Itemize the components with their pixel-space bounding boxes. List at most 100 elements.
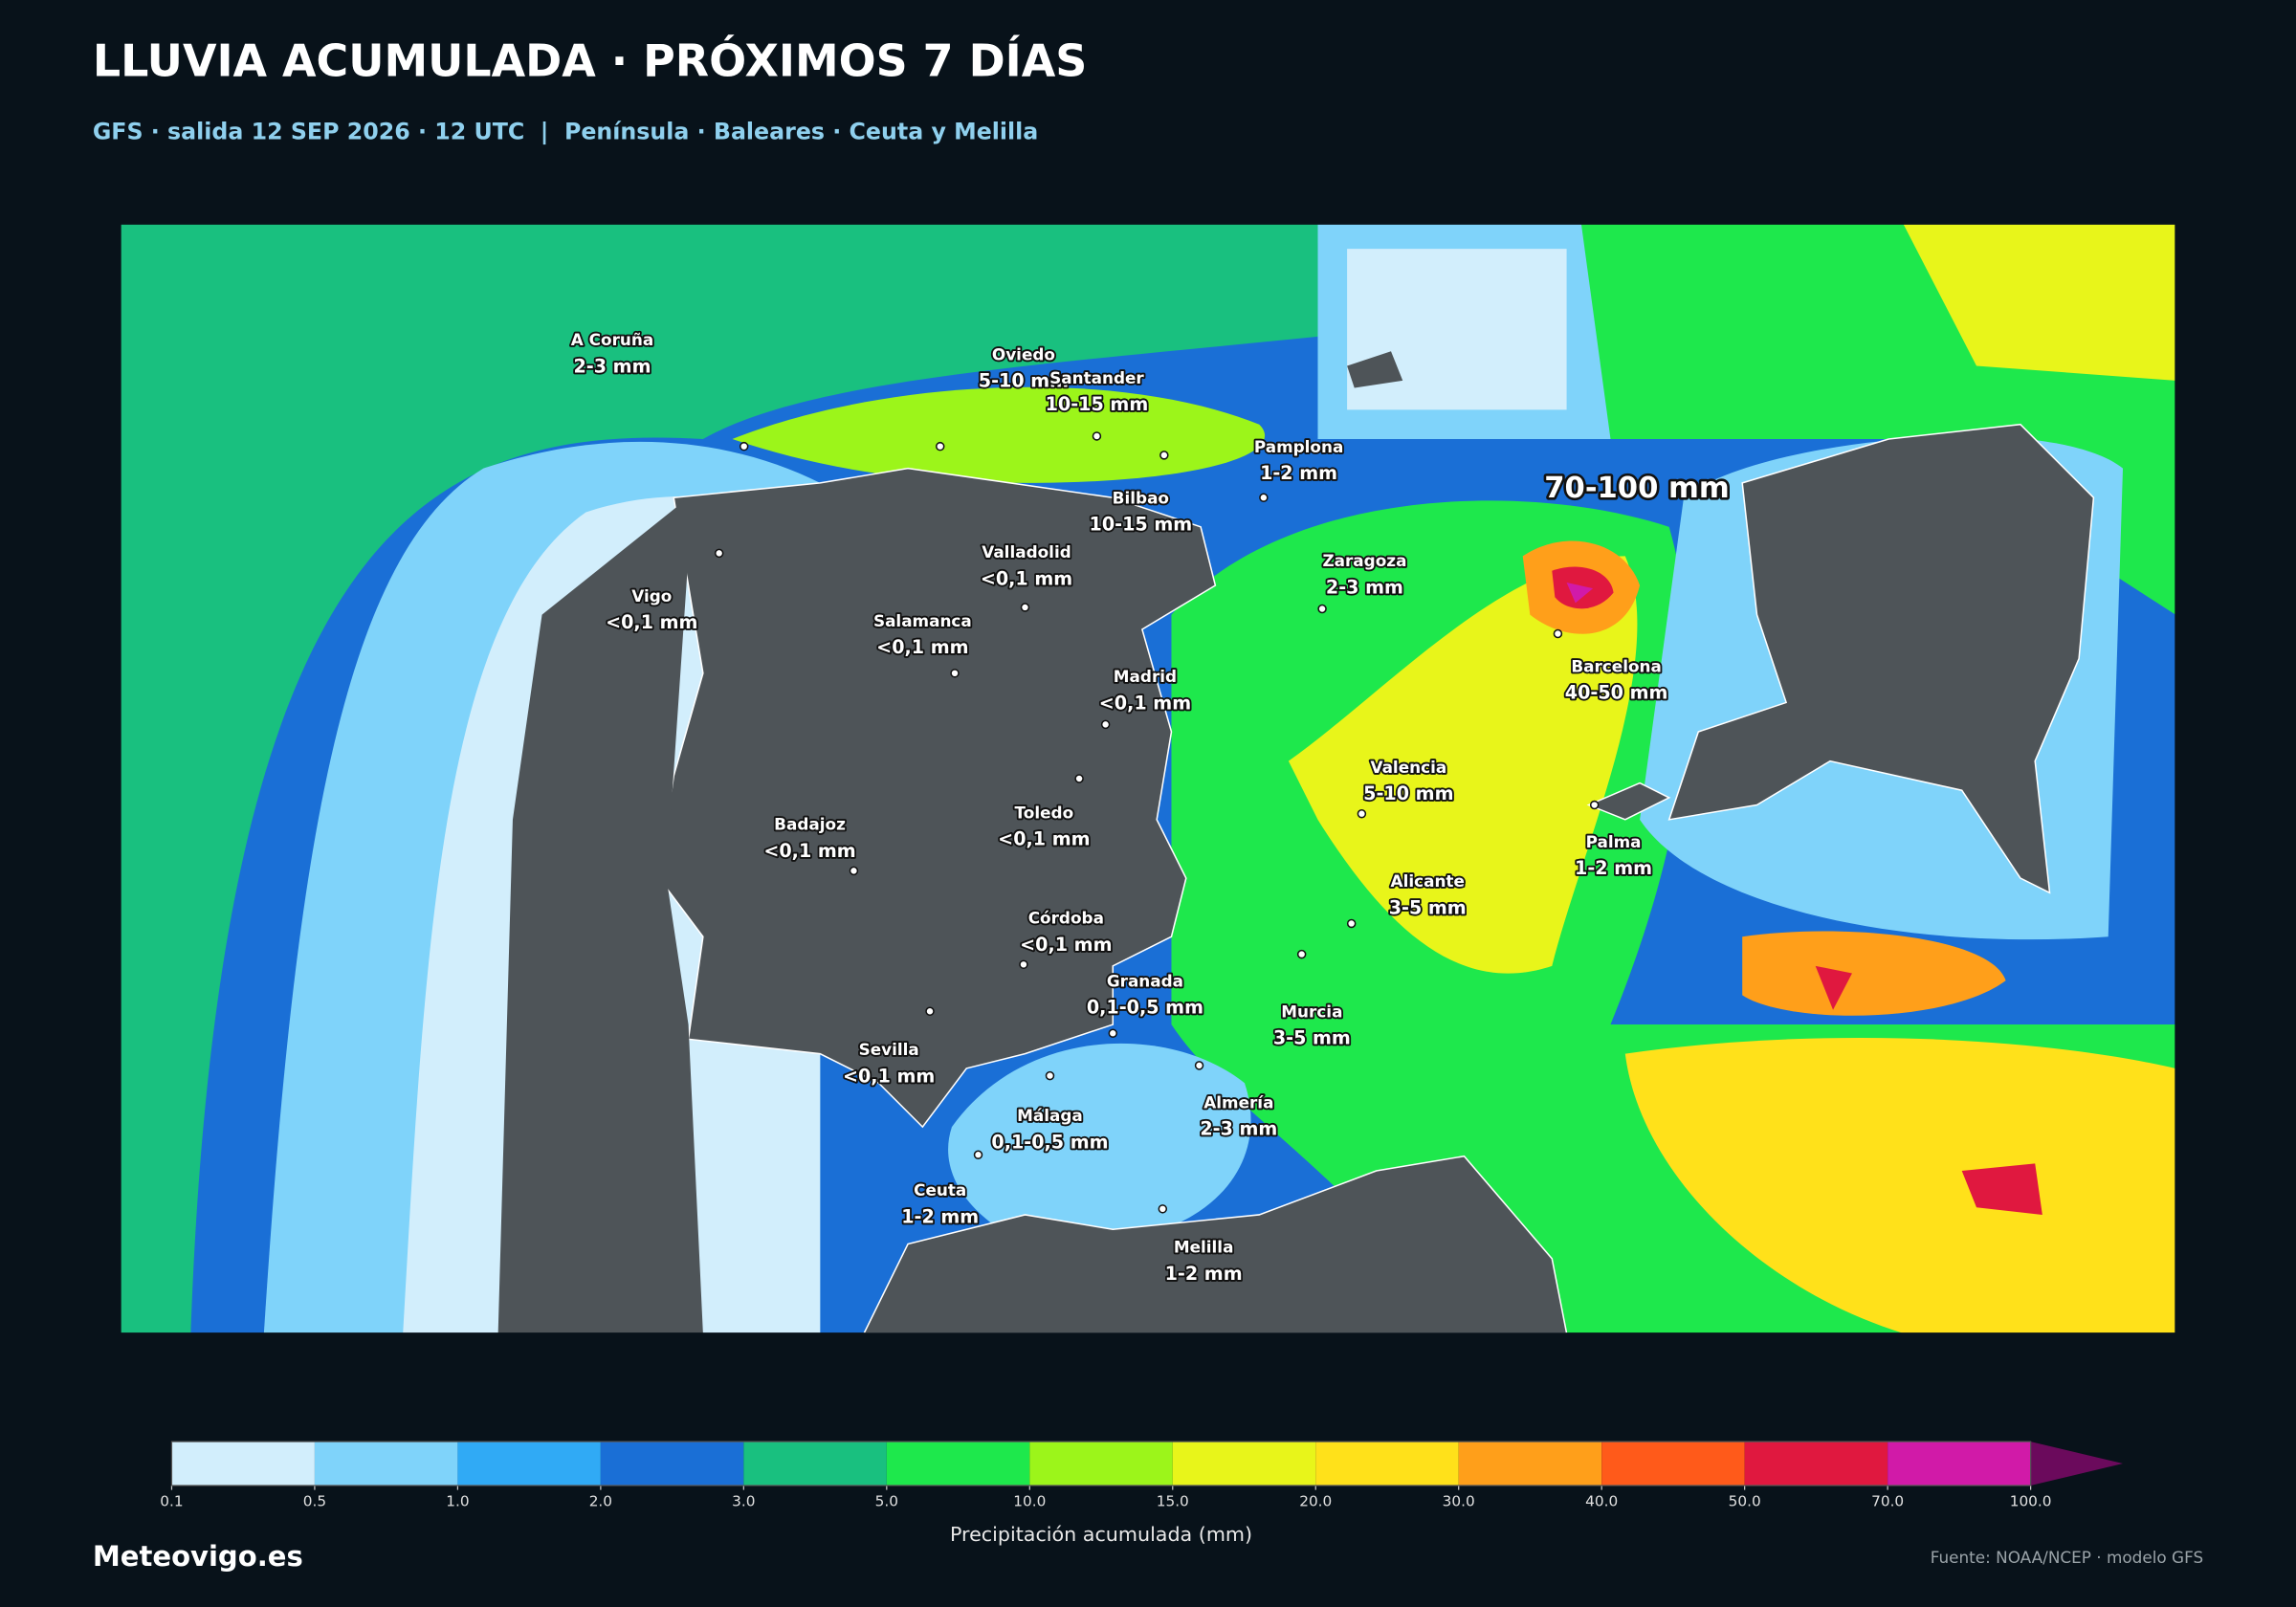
city-dot <box>950 669 960 678</box>
colorbar-segment <box>1172 1442 1316 1486</box>
city-name: Santander <box>1049 368 1144 387</box>
city-amount: <0,1 mm <box>1099 692 1191 714</box>
land <box>1347 351 1403 388</box>
city-name: Alicante <box>1391 871 1465 891</box>
city-name: Salamanca <box>873 611 972 630</box>
colorbar-tick-label: 50.0 <box>1729 1492 1761 1509</box>
colorbar-tick-label: 10.0 <box>1013 1492 1046 1509</box>
city-amount: 1-2 mm <box>1165 1263 1243 1285</box>
city-dot <box>935 441 945 451</box>
city-dot <box>1553 628 1563 639</box>
city-name: Ceuta <box>914 1180 966 1200</box>
city-name: Valencia <box>1370 758 1446 777</box>
city-dot <box>973 1150 983 1159</box>
city-amount: 2-3 mm <box>573 355 651 377</box>
colorbar-tick-label: 2.0 <box>589 1492 612 1509</box>
city-name: Murcia <box>1281 1002 1342 1021</box>
rain-area <box>1624 1037 2176 1333</box>
city-amount: <0,1 mm <box>1020 934 1112 956</box>
city-dot <box>1259 493 1269 502</box>
colorbar-tick-label: 3.0 <box>732 1492 755 1509</box>
city-dot <box>1296 949 1307 959</box>
rain-area <box>1566 582 1594 604</box>
city-name: Toledo <box>1015 803 1074 822</box>
city-amount: 5-10 mm <box>1363 782 1453 804</box>
city-name: A Coruña <box>571 330 653 349</box>
city-name: Pamplona <box>1254 437 1343 456</box>
city-dot <box>1346 918 1357 929</box>
rain-area <box>1288 556 1638 974</box>
colorbar-tick-label: 0.1 <box>160 1492 183 1509</box>
city-dot <box>739 441 749 451</box>
city-name: Granada <box>1107 971 1183 990</box>
city-amount: 5-10 mm <box>979 370 1069 392</box>
city-amount: 3-5 mm <box>1273 1027 1351 1049</box>
colorbar-extend <box>2030 1442 2124 1486</box>
colorbar-label: Precipitación acumulada (mm) <box>950 1523 1252 1546</box>
city-name: Zaragoza <box>1322 551 1406 570</box>
colorbar-tick-label: 100.0 <box>2010 1492 2052 1509</box>
colorbar-tick-label: 30.0 <box>1443 1492 1475 1509</box>
title: LLUVIA ACUMULADA · PRÓXIMOS 7 DÍAS <box>93 35 1088 87</box>
rain-area <box>1903 224 2176 381</box>
city-dot <box>1108 1028 1118 1038</box>
city-amount: <0,1 mm <box>843 1065 935 1087</box>
city-dot <box>1020 603 1030 612</box>
city-amount: <0,1 mm <box>981 567 1072 589</box>
city-name: Vigo <box>631 586 672 605</box>
city-amount: 2-3 mm <box>1200 1118 1277 1140</box>
city-amount: <0,1 mm <box>763 840 855 862</box>
colorbar-tick-label: 70.0 <box>1871 1492 1904 1509</box>
city-name: Málaga <box>1017 1106 1083 1125</box>
city-name: Bilbao <box>1113 488 1169 507</box>
colorbar-segment <box>1888 1442 2031 1486</box>
brand: Meteovigo.es <box>93 1540 303 1573</box>
city-amount: <0,1 mm <box>876 636 968 658</box>
rain-area <box>1961 1163 2042 1215</box>
city-dot <box>849 866 859 876</box>
city-name: Córdoba <box>1028 908 1104 927</box>
city-amount: 10-15 mm <box>1046 393 1149 415</box>
city-dot <box>1357 808 1367 819</box>
rain-area <box>948 1043 1251 1246</box>
city-dot <box>714 548 724 559</box>
city-name: Almería <box>1203 1092 1273 1112</box>
colorbar-frame <box>170 1441 2032 1486</box>
colorbar-segment <box>1315 1442 1459 1486</box>
colorbar-segment <box>457 1442 601 1486</box>
colorbar-segment <box>1601 1442 1745 1486</box>
city-dot <box>1589 800 1600 810</box>
city-dot <box>1158 1204 1168 1214</box>
colorbar-tick-label: 40.0 <box>1585 1492 1618 1509</box>
colorbar: 0.1 0.5 1.0 2.0 3.0 5.0 10.0 15.0 20.0 30.0 40.0 50… <box>160 1441 2124 1509</box>
rain-area <box>732 386 1266 483</box>
subtitle: GFS · salida 12 SEP 2026 · 12 UTC | Pení… <box>93 118 1038 144</box>
colorbar-segment <box>171 1442 315 1486</box>
city-dot <box>925 1006 935 1017</box>
colorbar-segment <box>886 1442 1030 1486</box>
rain-area <box>1742 931 2006 1016</box>
city-amount: 40-50 mm <box>1565 682 1668 704</box>
city-amount: <0,1 mm <box>998 828 1090 850</box>
colorbar-segment <box>314 1442 458 1486</box>
map <box>120 224 2176 1333</box>
city-name: Melilla <box>1174 1238 1234 1257</box>
city-amount: 2-3 mm <box>1326 576 1403 598</box>
city-amount: <0,1 mm <box>606 611 697 633</box>
city-amount: 3-5 mm <box>1389 897 1467 919</box>
city-amount: 0,1-0,5 mm <box>1087 997 1203 1019</box>
land <box>1667 423 2095 894</box>
rain-area <box>1347 249 1567 410</box>
city-dot <box>1317 604 1327 614</box>
city-amount: 1-2 mm <box>1260 462 1337 484</box>
city-amount: 0,1-0,5 mm <box>991 1131 1108 1153</box>
land <box>863 1155 1568 1333</box>
city-name: Valladolid <box>982 542 1071 561</box>
colorbar-tick-label: 20.0 <box>1299 1492 1332 1509</box>
colorbar-tick-label: 5.0 <box>875 1492 898 1509</box>
city-dot <box>1159 451 1169 460</box>
city-amount: 1-2 mm <box>1575 857 1652 879</box>
